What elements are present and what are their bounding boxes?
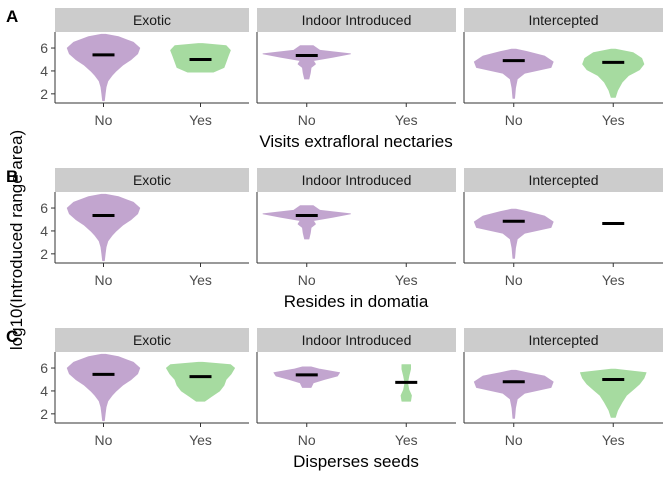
x-tick-label: No (298, 272, 316, 288)
x-tick-label: No (505, 112, 523, 128)
facet-strip-label: Indoor Introduced (302, 172, 412, 188)
x-axis-title: Resides in domatia (284, 292, 429, 311)
y-tick-label: 2 (40, 406, 48, 422)
violin-yes (170, 43, 231, 73)
y-tick-label: 2 (40, 246, 48, 262)
x-tick-label: No (95, 112, 113, 128)
facet-strip-label: Exotic (133, 332, 171, 348)
x-tick-label: No (95, 432, 113, 448)
facet-strip (464, 8, 663, 32)
panel-tag: C (6, 327, 18, 346)
x-tick-label: Yes (395, 432, 418, 448)
x-tick-label: No (298, 112, 316, 128)
facet-exotic: Exotic No Yes (54, 8, 249, 128)
facet-intercepted: Intercepted No Yes (463, 328, 663, 448)
x-tick-label: Yes (395, 112, 418, 128)
facet-indoor-introduced: Indoor Introduced No Yes (256, 168, 456, 288)
facet-strip (257, 8, 456, 32)
facet-strip-label: Intercepted (528, 12, 598, 28)
violin-yes (166, 361, 235, 402)
x-tick-label: Yes (189, 432, 212, 448)
x-axis-title: Visits extrafloral nectaries (259, 132, 452, 151)
panel-tag: A (6, 7, 18, 26)
y-tick-label: 4 (40, 223, 48, 239)
facet-strip (464, 328, 663, 352)
x-axis-title: Disperses seeds (293, 452, 419, 471)
violin-yes (580, 368, 647, 418)
facet-strip (55, 328, 249, 352)
facet-intercepted: Intercepted No Yes (463, 8, 663, 128)
y-tick-label: 6 (40, 360, 48, 376)
y-tick-label: 4 (40, 383, 48, 399)
facet-strip (257, 168, 456, 192)
y-tick-label: 4 (40, 63, 48, 79)
violin-yes (582, 48, 645, 98)
y-axis-title: log10(Introduced range area) (7, 130, 26, 350)
facet-exotic: Exotic No Yes (54, 328, 249, 448)
facet-strip-label: Indoor Introduced (302, 332, 412, 348)
violin-no (262, 45, 351, 80)
x-tick-label: Yes (602, 272, 625, 288)
facet-strip (55, 168, 249, 192)
x-tick-label: Yes (189, 112, 212, 128)
violin-no (473, 48, 554, 99)
facet-strip-label: Exotic (133, 12, 171, 28)
y-tick-label: 6 (40, 200, 48, 216)
facet-indoor-introduced: Indoor Introduced No Yes (256, 8, 456, 128)
facet-strip (55, 8, 249, 32)
facet-strip (464, 168, 663, 192)
facet-intercepted: Intercepted No Yes (463, 168, 663, 288)
y-tick-label: 2 (40, 86, 48, 102)
violin-no (273, 366, 340, 388)
facet-indoor-introduced: Indoor Introduced No Yes (256, 328, 456, 448)
facet-strip-label: Intercepted (528, 172, 598, 188)
x-tick-label: Yes (602, 112, 625, 128)
facet-strip-label: Exotic (133, 172, 171, 188)
violin-no (66, 193, 141, 262)
violin-no (473, 369, 554, 419)
violin-no (473, 208, 554, 259)
facet-exotic: Exotic No Yes (54, 168, 249, 288)
x-tick-label: No (298, 432, 316, 448)
violin-no (66, 33, 141, 102)
panel-tag: B (6, 167, 18, 186)
facet-strip-label: Indoor Introduced (302, 12, 412, 28)
x-tick-label: Yes (602, 432, 625, 448)
x-tick-label: Yes (395, 272, 418, 288)
x-tick-label: No (505, 272, 523, 288)
facet-strip-label: Intercepted (528, 332, 598, 348)
y-tick-label: 6 (40, 40, 48, 56)
violin-no (262, 205, 351, 240)
x-tick-label: No (505, 432, 523, 448)
panel-row-A: A 2 4 6 Visits extrafloral nectaries Exotic No… (6, 7, 663, 151)
x-tick-label: No (95, 272, 113, 288)
x-tick-label: Yes (189, 272, 212, 288)
violin-no (66, 353, 141, 422)
facet-strip (257, 328, 456, 352)
